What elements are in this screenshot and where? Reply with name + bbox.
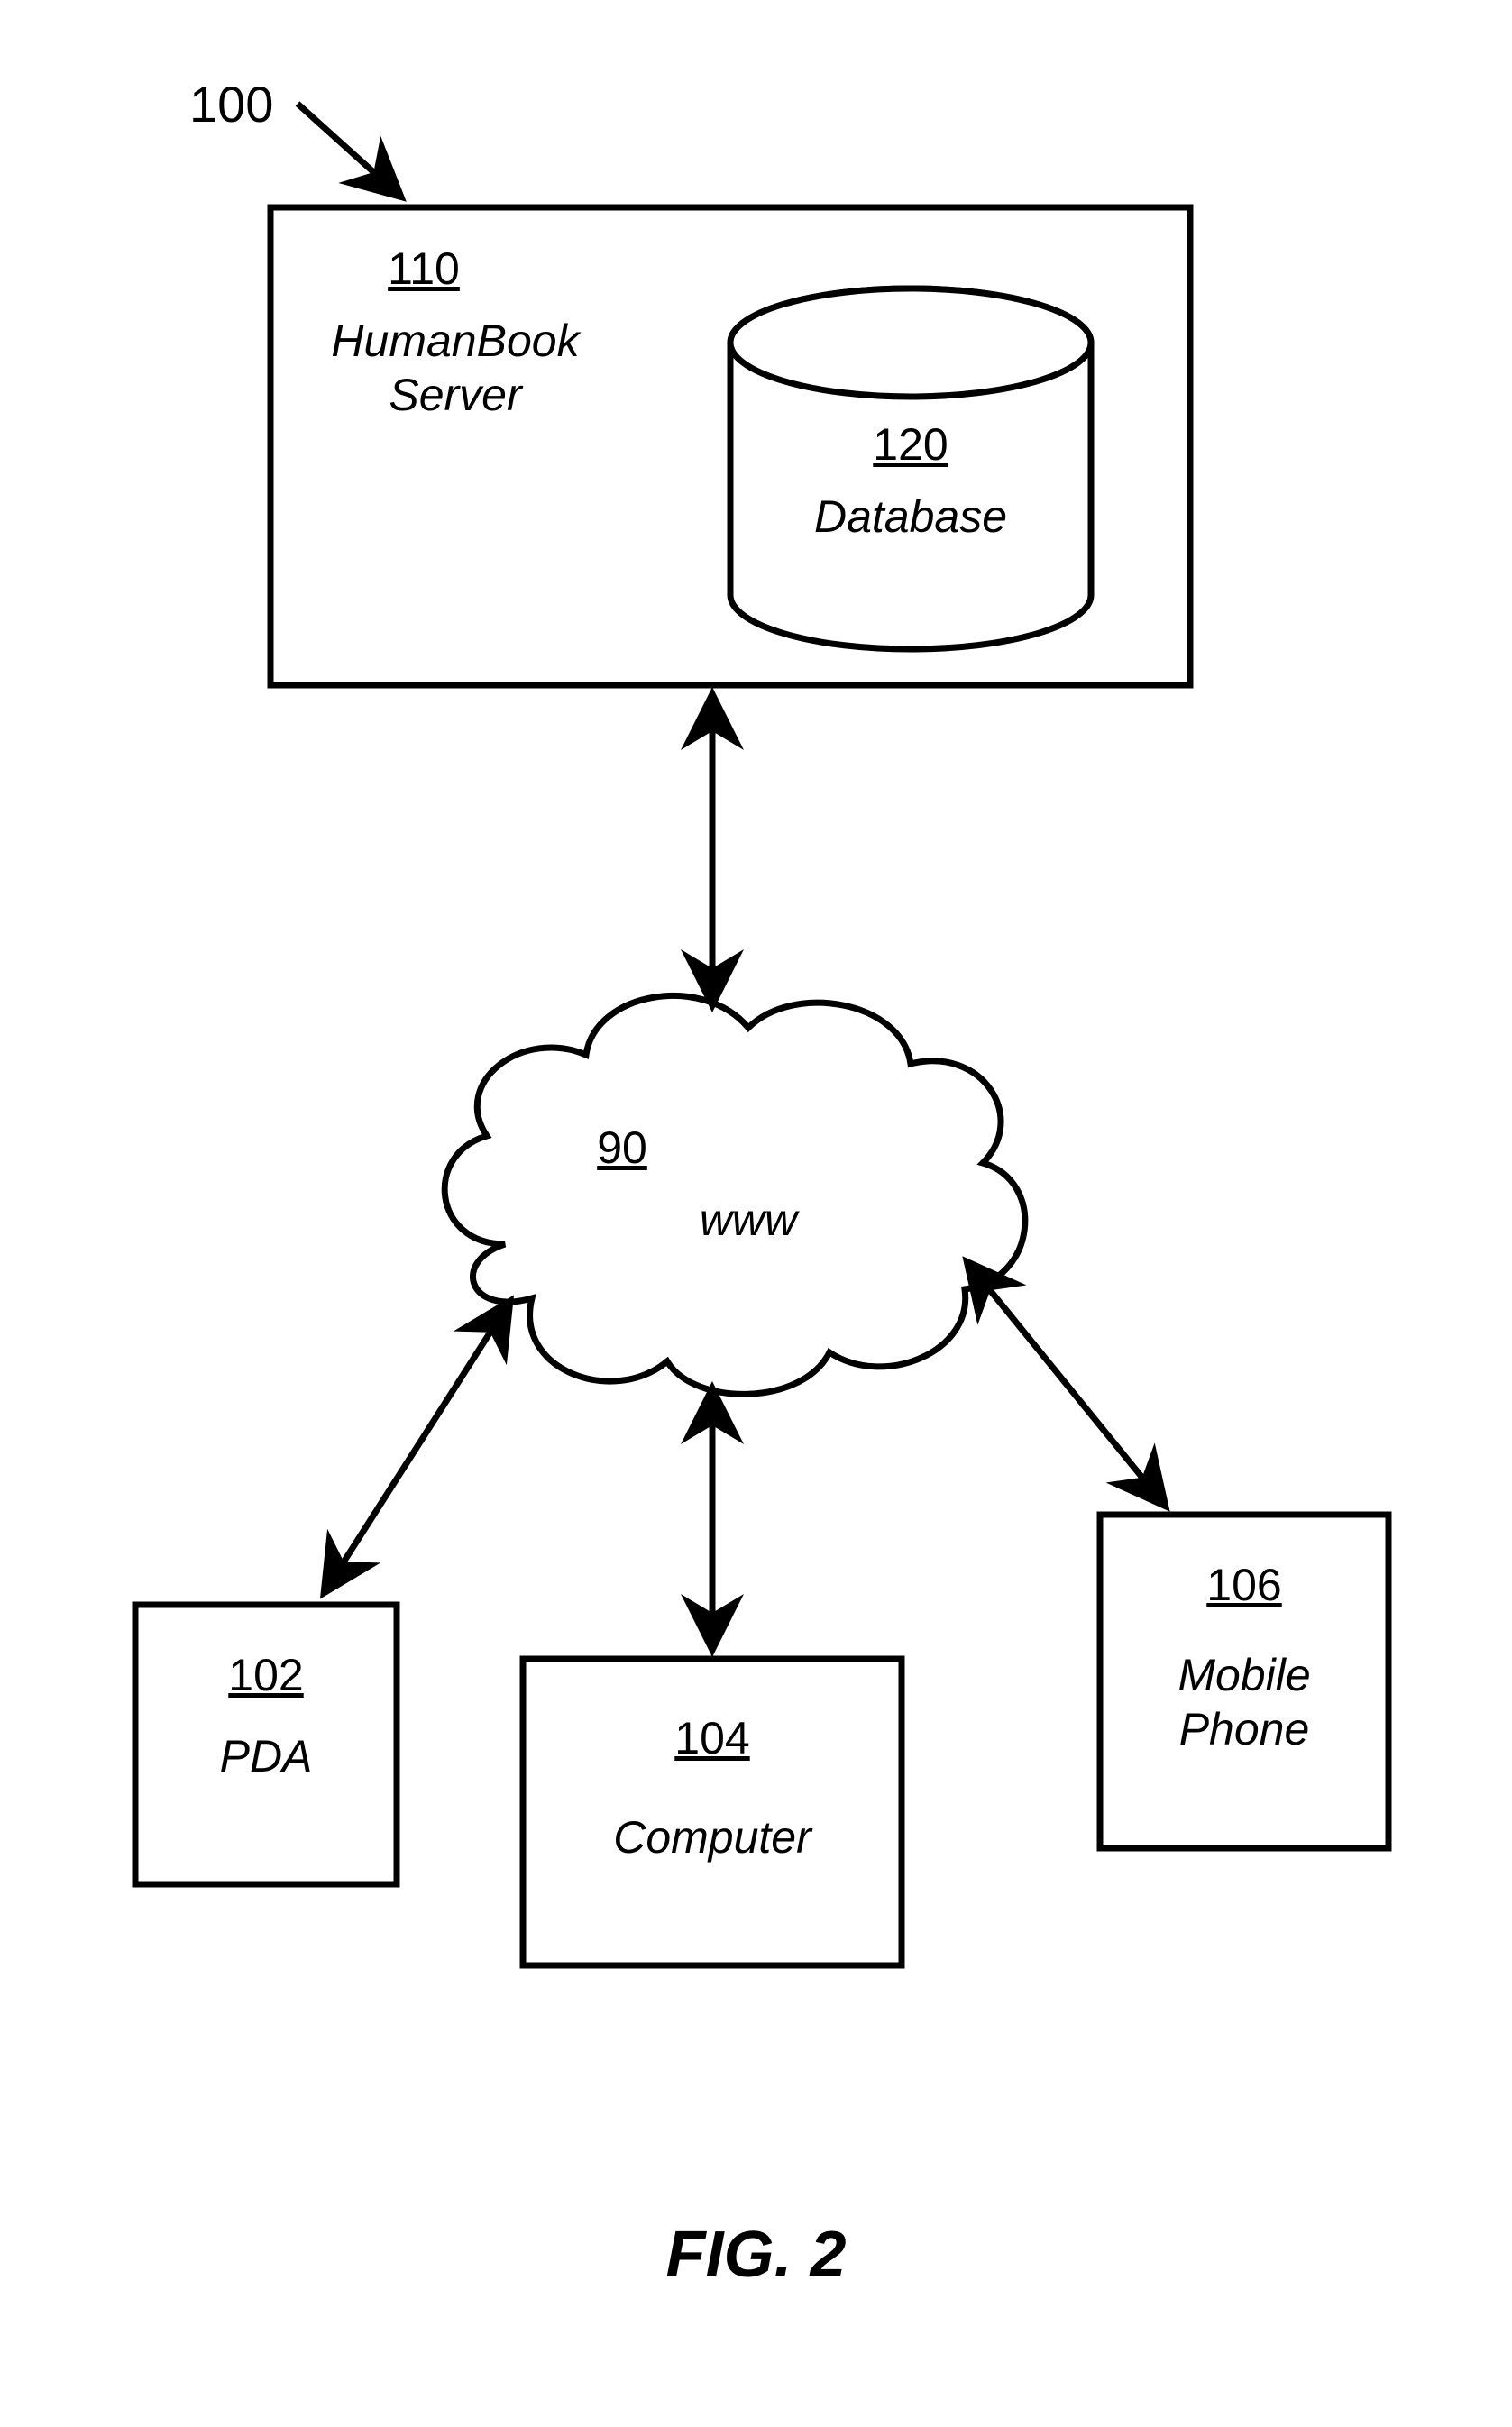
computer-label: Computer: [613, 1812, 813, 1863]
database-node: 120 Database: [730, 288, 1091, 649]
figure-ref: 100: [189, 76, 273, 133]
server-label-1: HumanBook: [331, 316, 582, 366]
figure-ref-arrow: [298, 104, 388, 185]
database-ref: 120: [873, 419, 948, 470]
pda-ref: 102: [228, 1650, 303, 1700]
server-label-2: Server: [389, 370, 524, 420]
figure-label: FIG. 2: [0, 2218, 1512, 2292]
mobile-label-2: Phone: [1179, 1704, 1310, 1754]
cloud-node: 90 www: [444, 995, 1025, 1394]
cloud-ref: 90: [597, 1122, 647, 1173]
database-label: Database: [814, 491, 1007, 542]
server-ref: 110: [388, 243, 460, 294]
edge-cloud-pda: [334, 1316, 500, 1578]
mobile-label-1: Mobile: [1178, 1650, 1310, 1700]
edge-cloud-mobile: [978, 1276, 1154, 1492]
pda-label: PDA: [220, 1731, 313, 1781]
computer-node: 104 Computer: [523, 1659, 902, 1965]
mobile-node: 106 Mobile Phone: [1100, 1515, 1388, 1848]
computer-ref: 104: [674, 1713, 749, 1763]
cloud-label: www: [700, 1195, 800, 1245]
mobile-ref: 106: [1206, 1560, 1281, 1610]
system-diagram: 100 110 HumanBook Server 120 Database 90…: [0, 0, 1512, 2427]
pda-node: 102 PDA: [135, 1605, 397, 1884]
